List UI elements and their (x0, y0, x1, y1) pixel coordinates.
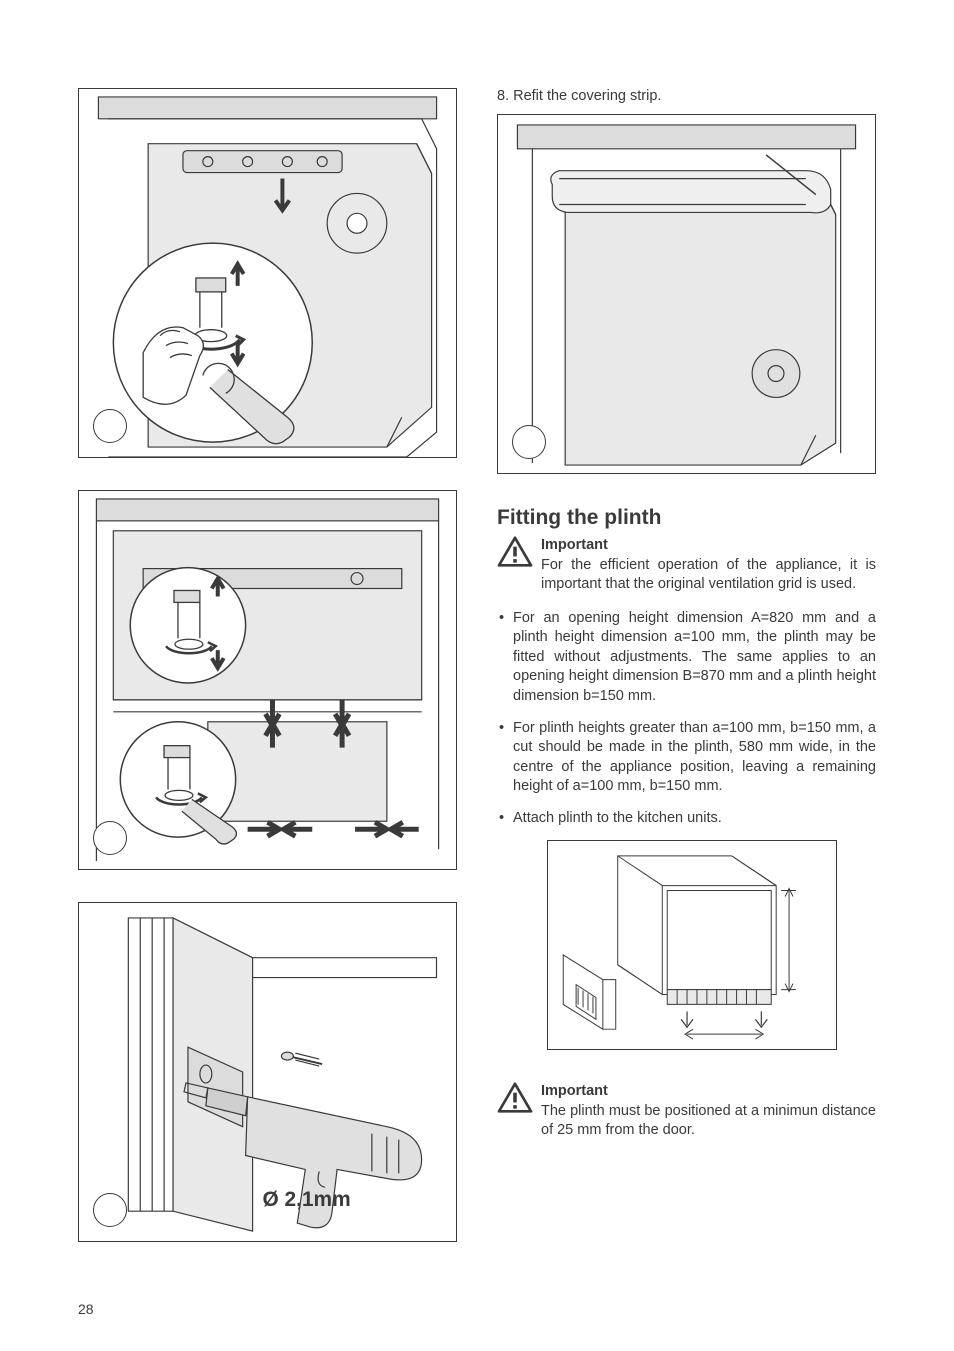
figure-label-circle (93, 409, 127, 443)
bullet-1: For an opening height dimension A=820 mm… (497, 609, 876, 707)
page-number: 28 (78, 1301, 94, 1317)
important-body-1: For the efficient operation of the appli… (541, 557, 876, 593)
step-8-text: 8. Refit the covering strip. (497, 88, 876, 104)
important-block-1: Important For the efficient operation of… (497, 536, 876, 595)
figure-drill-bracket: Ø 2,1mm (78, 902, 457, 1242)
figure-covering-strip (497, 114, 876, 474)
left-column: Ø 2,1mm (78, 88, 457, 1274)
important-block-2: Important The plinth must be positioned … (497, 1082, 876, 1141)
bullet-2: For plinth heights greater than a=100 mm… (497, 719, 876, 797)
figure-label-circle (93, 1193, 127, 1227)
figure-hand-adjust (78, 88, 457, 458)
warning-icon (497, 536, 533, 568)
warning-icon (497, 1082, 533, 1114)
bullet-list: For an opening height dimension A=820 mm… (497, 609, 876, 829)
important-title-1: Important (541, 536, 876, 556)
figure-plinth-diagram (547, 840, 837, 1050)
figure-label-circle (93, 821, 127, 855)
figure-align-panel (78, 490, 457, 870)
important-title-2: Important (541, 1082, 876, 1102)
right-column: 8. Refit the covering strip. (497, 88, 876, 1274)
heading-fitting-plinth: Fitting the plinth (497, 506, 876, 530)
important-body-2: The plinth must be positioned at a minim… (541, 1103, 876, 1139)
figure-label-circle (512, 425, 546, 459)
bullet-3: Attach plinth to the kitchen units. (497, 809, 876, 829)
drill-diameter-text: Ø 2,1mm (263, 1188, 351, 1211)
